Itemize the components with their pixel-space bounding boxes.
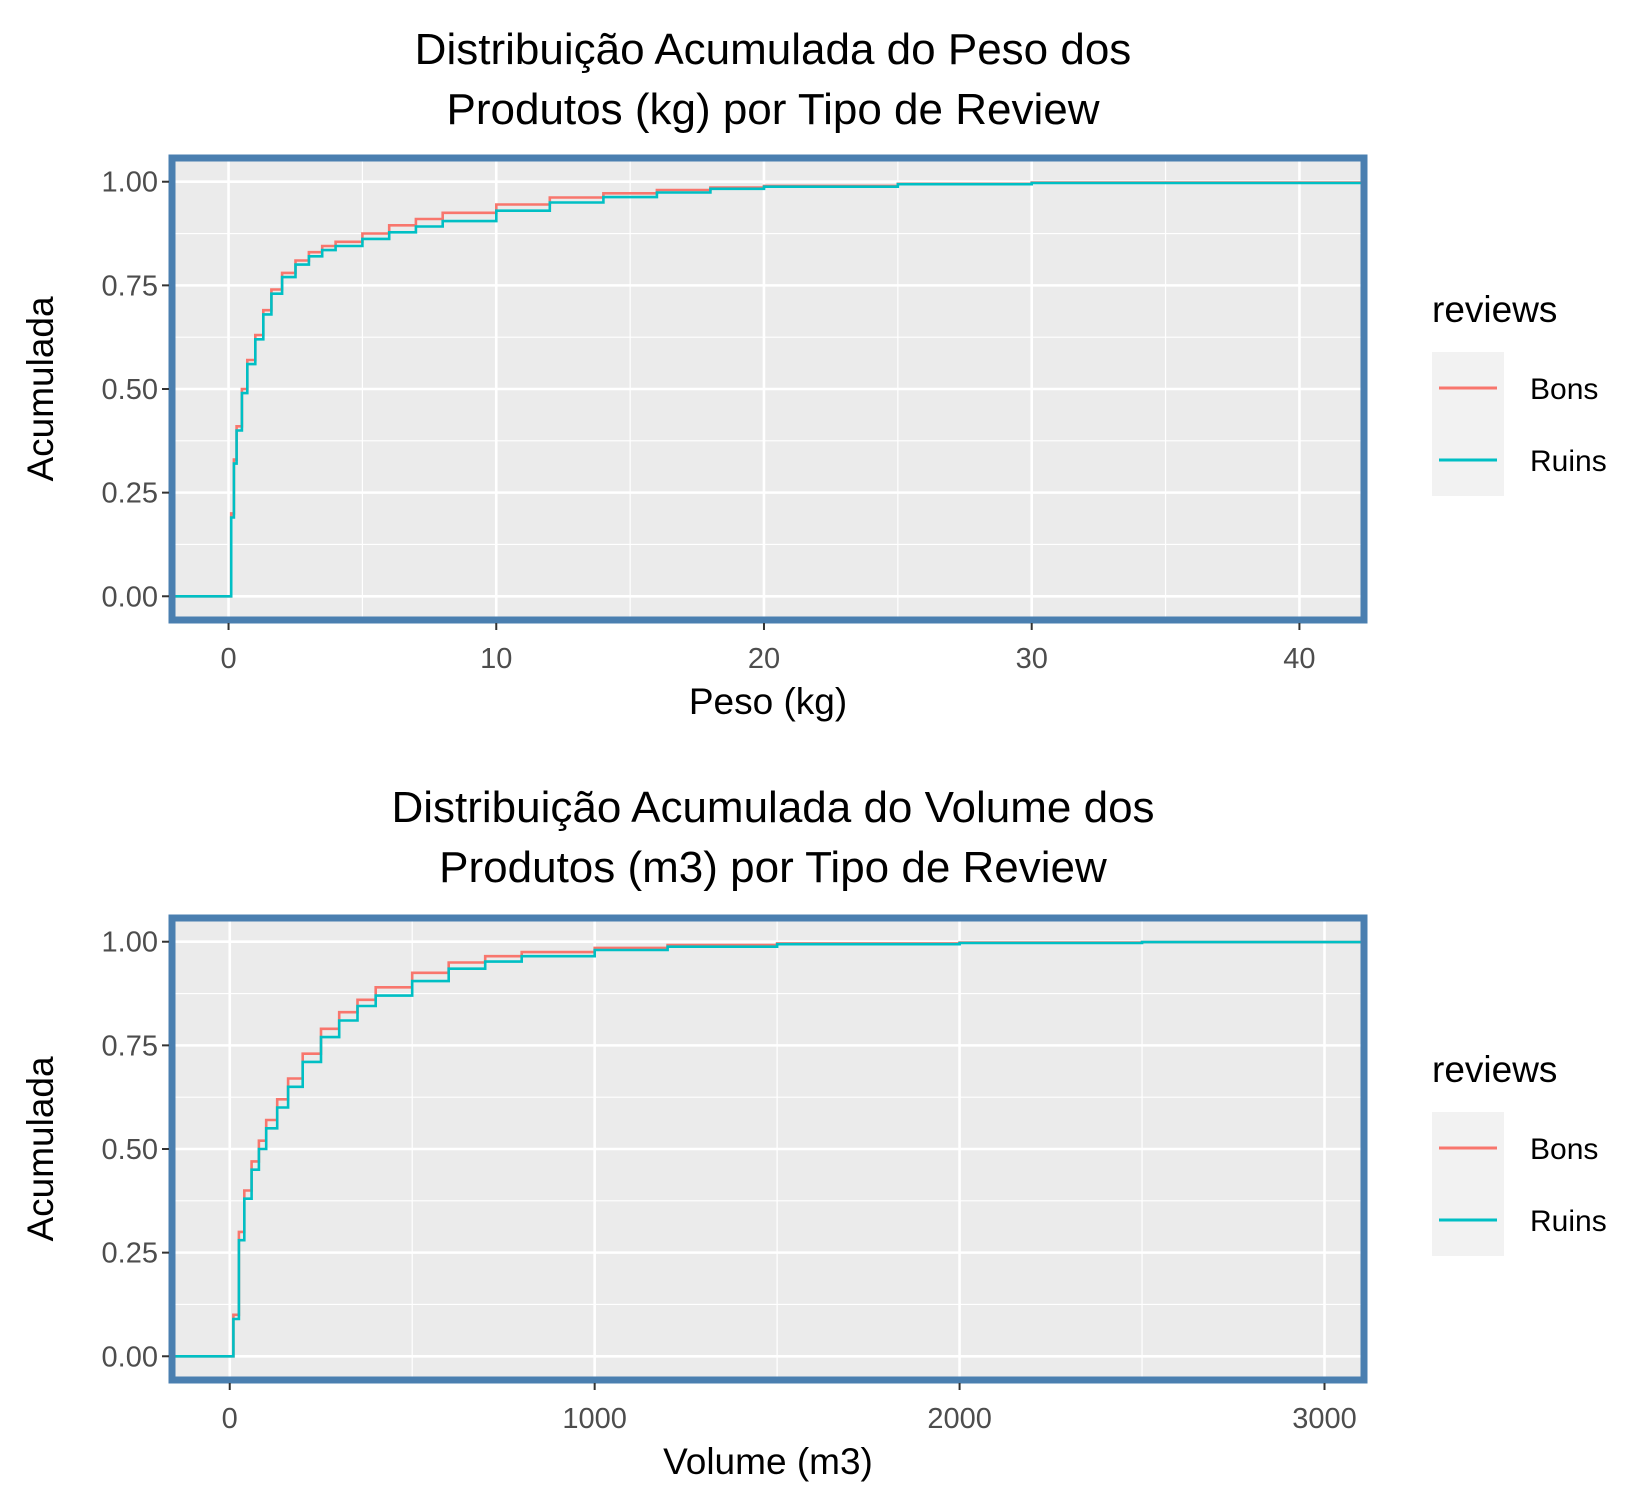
panel-border [168, 154, 1368, 624]
x-tick-label: 10 [480, 643, 512, 675]
x-tick-label: 2000 [927, 1403, 992, 1435]
chart-2: Distribuição Acumulada do Volume dos Prod… [20, 783, 1607, 1482]
legend-title: reviews [1432, 289, 1557, 330]
x-axis-title: Volume (m3) [663, 1441, 873, 1482]
chart-title-line: Produtos (kg) por Tipo de Review [447, 85, 1100, 134]
legend-label: Bons [1530, 373, 1598, 406]
chart-title-line: Distribuição Acumulada do Volume dos [391, 783, 1154, 832]
series-line-ruins [175, 940, 1363, 1358]
x-axis-title: Peso (kg) [689, 681, 847, 722]
y-tick-label: 0.50 [102, 1134, 158, 1166]
legend-label: Ruins [1530, 1205, 1607, 1238]
y-tick-label: 0.25 [102, 1238, 158, 1270]
y-tick-label: 1.00 [102, 167, 158, 199]
x-tick-label: 1000 [562, 1403, 627, 1435]
x-tick-label: 20 [748, 643, 780, 675]
legend-label: Ruins [1530, 445, 1607, 478]
legend-title: reviews [1432, 1049, 1557, 1090]
series-line-ruins [175, 181, 1363, 598]
x-tick-label: 0 [222, 1403, 238, 1435]
legend-label: Bons [1530, 1133, 1598, 1166]
y-axis-title: Acumulada [20, 1056, 61, 1242]
x-tick-label: 3000 [1292, 1403, 1357, 1435]
y-tick-label: 0.75 [102, 270, 158, 302]
y-tick-label: 0.25 [102, 478, 158, 510]
x-tick-label: 30 [1016, 643, 1048, 675]
y-tick-label: 1.00 [102, 927, 158, 959]
chart-title-line: Distribuição Acumulada do Peso dos [415, 25, 1132, 74]
x-tick-label: 0 [220, 643, 236, 675]
legend: reviews Bons Ruins [1432, 289, 1607, 496]
panel-border [168, 914, 1368, 1384]
y-axis-title: Acumulada [20, 296, 61, 482]
chart-title-line: Produtos (m3) por Tipo de Review [439, 843, 1107, 892]
y-tick-label: 0.50 [102, 374, 158, 406]
x-tick-label: 40 [1283, 643, 1315, 675]
legend: reviews Bons Ruins [1432, 1049, 1607, 1256]
chart-1: Distribuição Acumulada do Peso dos Produt… [20, 25, 1607, 722]
y-tick-label: 0.00 [102, 581, 158, 613]
y-tick-label: 0.75 [102, 1030, 158, 1062]
y-tick-label: 0.00 [102, 1341, 158, 1373]
